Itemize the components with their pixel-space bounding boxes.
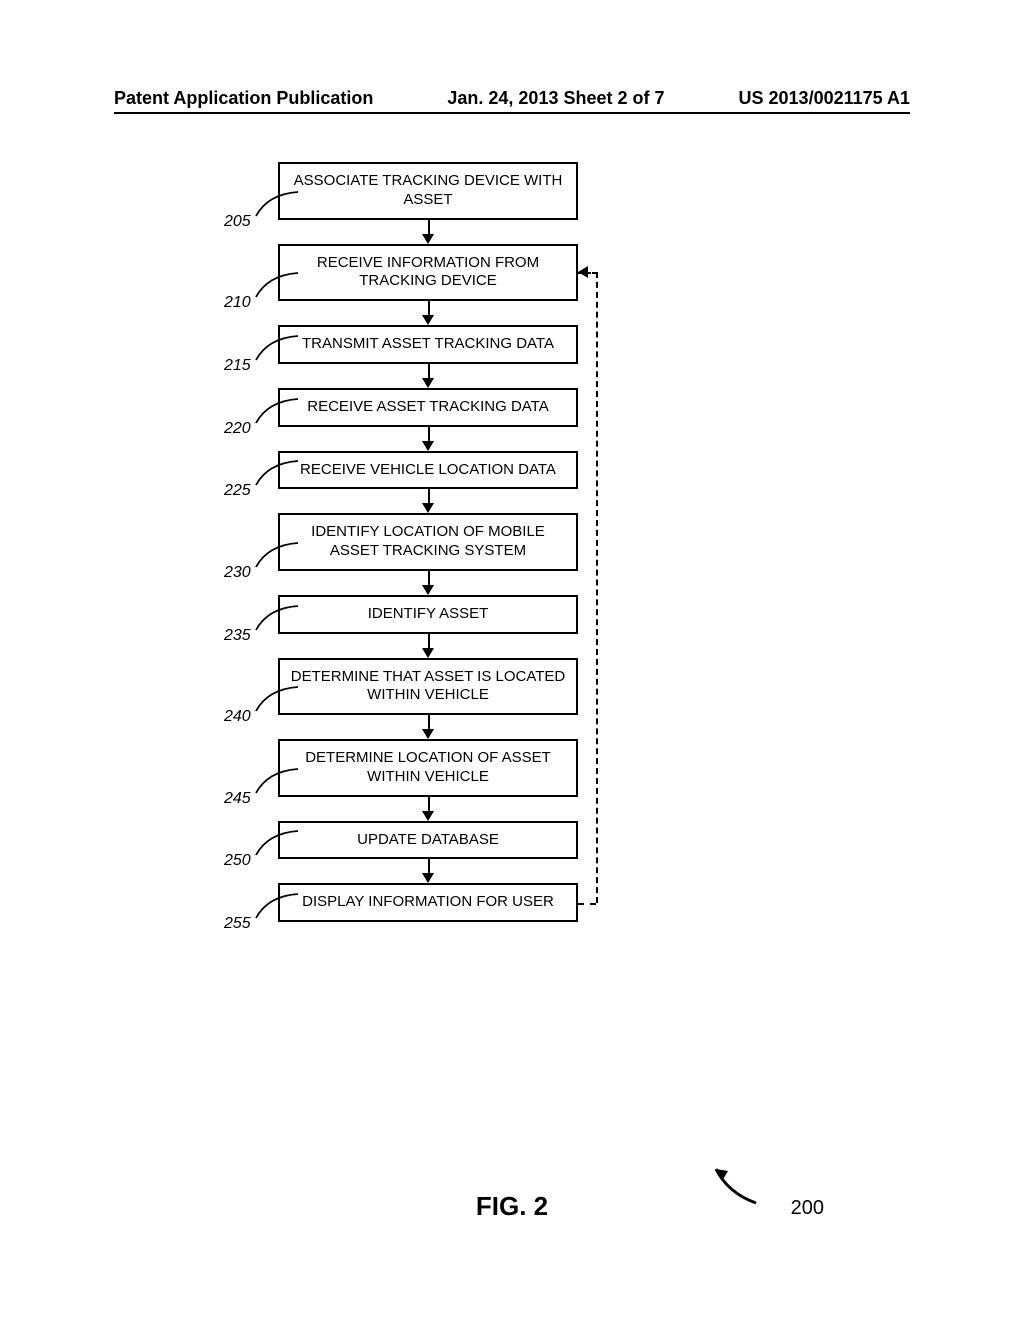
flowchart-arrow: [258, 301, 598, 325]
header-right-text: US 2013/0021175 A1: [739, 88, 910, 109]
flowchart-arrow: [258, 634, 598, 658]
page-header: Patent Application Publication Jan. 24, …: [0, 88, 1024, 109]
ref-arc-icon: [254, 892, 298, 920]
flowchart-ref-number: 210: [224, 293, 251, 313]
flowchart-box: UPDATE DATABASE250: [278, 821, 578, 860]
flowchart-ref-number: 220: [224, 419, 251, 439]
flowchart-box-text: DISPLAY INFORMATION FOR USER: [302, 893, 554, 910]
flowchart-box: IDENTIFY ASSET235: [278, 595, 578, 634]
flowchart-ref-number: 205: [224, 212, 251, 232]
flowchart-box: IDENTIFY LOCATION OF MOBILE ASSET TRACKI…: [278, 513, 578, 571]
flowchart-box-text: RECEIVE INFORMATION FROM TRACKING DEVICE: [317, 254, 539, 290]
flowchart-ref-number: 245: [224, 789, 251, 809]
flowchart-arrow: [258, 715, 598, 739]
ref-arc-icon: [254, 397, 298, 425]
flowchart-ref-number: 215: [224, 356, 251, 376]
flowchart-box: DETERMINE LOCATION OF ASSET WITHIN VEHIC…: [278, 739, 578, 797]
flowchart-box: ASSOCIATE TRACKING DEVICE WITH ASSET205: [278, 162, 578, 220]
flowchart-box-text: ASSOCIATE TRACKING DEVICE WITH ASSET: [294, 172, 563, 208]
flowchart-arrow: [258, 859, 598, 883]
flowchart-box-text: TRANSMIT ASSET TRACKING DATA: [302, 335, 554, 352]
ref-arc-icon: [254, 334, 298, 362]
flowchart-box-text: RECEIVE VEHICLE LOCATION DATA: [300, 461, 556, 478]
flowchart-ref-number: 235: [224, 626, 251, 646]
ref-arc-icon: [254, 190, 298, 218]
flowchart-box: TRANSMIT ASSET TRACKING DATA215: [278, 325, 578, 364]
flowchart-ref-number: 255: [224, 914, 251, 934]
flowchart-box-text: DETERMINE THAT ASSET IS LOCATED WITHIN V…: [291, 668, 566, 704]
figure-label: FIG. 2: [0, 1191, 1024, 1222]
ref-arc-icon: [254, 541, 298, 569]
flowchart-box: RECEIVE VEHICLE LOCATION DATA225: [278, 451, 578, 490]
flowchart-ref-number: 250: [224, 851, 251, 871]
header-rule: [114, 112, 910, 114]
ref-arc-icon: [254, 271, 298, 299]
flowchart-container: ASSOCIATE TRACKING DEVICE WITH ASSET205 R…: [258, 162, 598, 922]
flowchart-arrow: [258, 427, 598, 451]
flowchart-box-text: DETERMINE LOCATION OF ASSET WITHIN VEHIC…: [305, 749, 551, 785]
flowchart-arrow: [258, 797, 598, 821]
flowchart-box: RECEIVE INFORMATION FROM TRACKING DEVICE…: [278, 244, 578, 302]
figure-number-arrow-icon: [710, 1163, 770, 1216]
flowchart-box: DISPLAY INFORMATION FOR USER255: [278, 883, 578, 922]
ref-arc-icon: [254, 604, 298, 632]
ref-arc-icon: [254, 459, 298, 487]
flowchart-box: RECEIVE ASSET TRACKING DATA220: [278, 388, 578, 427]
flowchart-ref-number: 225: [224, 481, 251, 501]
flowchart-box: DETERMINE THAT ASSET IS LOCATED WITHIN V…: [278, 658, 578, 716]
ref-arc-icon: [254, 767, 298, 795]
ref-arc-icon: [254, 685, 298, 713]
flowchart-arrow: [258, 220, 598, 244]
flowchart-box-text: UPDATE DATABASE: [357, 831, 499, 848]
flowchart-arrow: [258, 571, 598, 595]
flowchart-box-text: IDENTIFY LOCATION OF MOBILE ASSET TRACKI…: [311, 523, 545, 559]
header-center-text: Jan. 24, 2013 Sheet 2 of 7: [447, 88, 664, 109]
flowchart-box-text: RECEIVE ASSET TRACKING DATA: [307, 398, 548, 415]
header-left-text: Patent Application Publication: [114, 88, 373, 109]
flowchart-arrow: [258, 489, 598, 513]
ref-arc-icon: [254, 829, 298, 857]
flowchart-ref-number: 230: [224, 563, 251, 583]
flowchart-arrow: [258, 364, 598, 388]
flowchart-box-text: IDENTIFY ASSET: [368, 605, 489, 622]
figure-number: 200: [791, 1197, 824, 1220]
flowchart-ref-number: 240: [224, 707, 251, 727]
